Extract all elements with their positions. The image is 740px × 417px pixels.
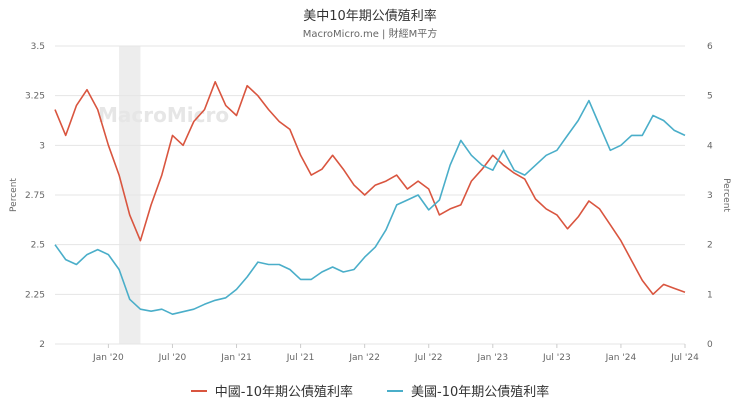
legend-item-us[interactable]: 美國-10年期公債殖利率 — [387, 381, 549, 400]
y-right-tick-label: 1 — [707, 290, 713, 300]
x-tick-label: Jul '22 — [414, 353, 443, 363]
legend-label-us: 美國-10年期公債殖利率 — [411, 385, 550, 400]
y-left-tick-label: 2 — [39, 340, 45, 350]
y-left-tick-label: 2.75 — [25, 191, 45, 201]
legend-swatch-us — [387, 389, 403, 392]
y-left-axis-title: Percent — [9, 178, 19, 212]
series-line-china — [54, 81, 686, 296]
legend-swatch-china — [190, 389, 207, 392]
legend-label-china: 中國-10年期公債殖利率 — [214, 385, 353, 400]
chart-subtitle: MacroMicro.me | 財經M平方 — [302, 29, 438, 40]
watermark: MacroMicro — [98, 103, 229, 127]
y-left-tick-label: 3 — [39, 141, 45, 151]
series-line-us — [54, 99, 686, 316]
x-tick-label: Jul '23 — [542, 353, 571, 363]
y-left-tick-label: 2.25 — [25, 290, 45, 300]
chart-title: 美中10年期公債殖利率 — [303, 9, 437, 24]
legend-item-china[interactable]: 中國-10年期公債殖利率 — [190, 381, 353, 400]
y-left-tick-label: 3.25 — [25, 92, 45, 102]
y-right-tick-label: 6 — [707, 42, 713, 52]
x-tick-label: Jul '21 — [286, 353, 315, 363]
legend: 中國-10年期公債殖利率 美國-10年期公債殖利率 — [0, 381, 740, 400]
x-tick-label: Jan '22 — [348, 353, 380, 363]
x-tick-label: Jul '20 — [158, 353, 187, 363]
x-tick-label: Jan '23 — [476, 353, 508, 363]
y-right-tick-label: 5 — [707, 92, 713, 102]
y-right-tick-label: 2 — [707, 241, 713, 251]
y-right-tick-label: 4 — [707, 141, 713, 151]
y-right-tick-label: 3 — [707, 191, 713, 201]
x-tick-label: Jan '20 — [92, 353, 124, 363]
y-left-tick-label: 3.5 — [31, 42, 45, 52]
y-right-axis-title: Percent — [721, 178, 731, 212]
x-tick-label: Jan '24 — [605, 353, 637, 363]
y-right-tick-label: 0 — [707, 340, 713, 350]
x-tick-label: Jan '21 — [220, 353, 252, 363]
y-left-tick-label: 2.5 — [31, 241, 45, 251]
x-tick-label: Jul '24 — [670, 353, 699, 363]
